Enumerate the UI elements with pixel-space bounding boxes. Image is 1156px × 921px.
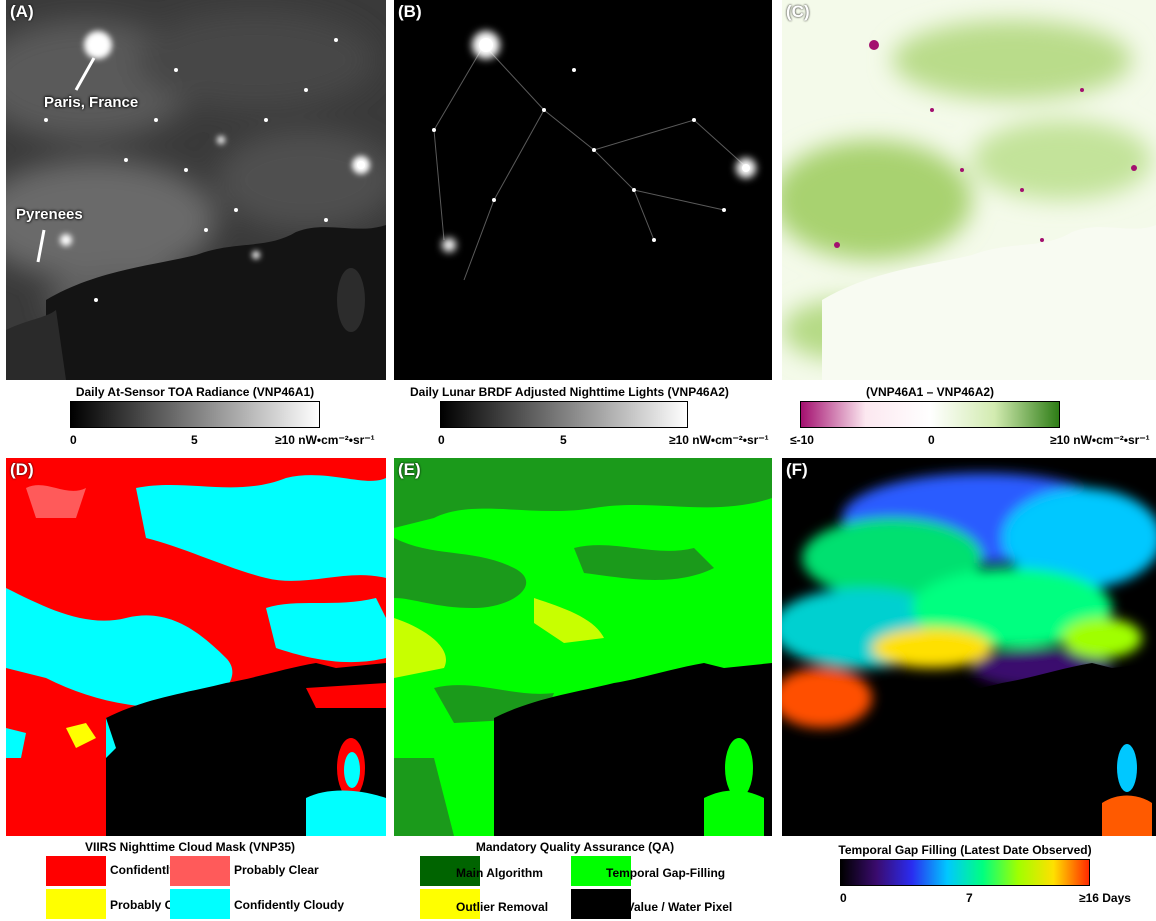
legend-d-swatch-2 xyxy=(46,889,106,919)
panel-f-label: (F) xyxy=(786,460,808,479)
colorbar-f xyxy=(840,859,1090,886)
panel-e-image xyxy=(394,458,772,836)
legend-e-swatch-1 xyxy=(571,856,631,886)
colorbar-b xyxy=(440,401,688,428)
panel-a-image xyxy=(6,0,386,380)
legend-e-swatch-2 xyxy=(420,889,480,919)
legend-d-label-1: Probably Clear xyxy=(234,863,319,877)
panel-a-label: (A) xyxy=(10,2,34,21)
panel-c-difference-map: (C) xyxy=(782,0,1156,380)
panel-f-image xyxy=(782,458,1156,836)
legend-e-title: Mandatory Quality Assurance (QA) xyxy=(475,840,675,854)
colorbar-f-max: ≥16 Days xyxy=(1079,891,1131,905)
panel-b-ntl-map: (B) xyxy=(394,0,772,380)
colorbar-c-min: ≤-10 xyxy=(790,433,814,447)
legend-e-label-2: Outlier Removal xyxy=(456,900,549,914)
legend-e-swatch-0 xyxy=(420,856,480,886)
colorbar-b-min: 0 xyxy=(438,433,445,447)
colorbar-c-title: (VNP46A1 – VNP46A2) xyxy=(865,385,995,399)
pyrenees-annotation: Pyrenees xyxy=(16,206,83,223)
legend-e-label-3: Fill Value / Water Pixel xyxy=(606,900,733,914)
colorbar-b-title: Daily Lunar BRDF Adjusted Nighttime Ligh… xyxy=(410,385,729,399)
colorbar-f-title: Temporal Gap Filling (Latest Date Observ… xyxy=(838,843,1092,857)
panel-f-gap-filling-map: (F) xyxy=(782,458,1156,836)
legend-e-swatch-3 xyxy=(571,889,631,919)
colorbar-a xyxy=(70,401,320,428)
legend-e-label-1: Temporal Gap-Filling xyxy=(606,866,726,880)
panel-d-cloud-mask-map: (D) xyxy=(6,458,386,836)
paris-annotation: Paris, France xyxy=(44,94,139,111)
colorbar-c-max: ≥10 nW•cm⁻²•sr⁻¹ xyxy=(1050,433,1150,447)
colorbar-a-mid: 5 xyxy=(191,433,198,447)
panel-d-label: (D) xyxy=(10,460,34,479)
panel-e-label: (E) xyxy=(398,460,421,479)
panel-b-image xyxy=(394,0,772,380)
colorbar-a-max: ≥10 nW•cm⁻²•sr⁻¹ xyxy=(275,433,375,447)
colorbar-b-max: ≥10 nW•cm⁻²•sr⁻¹ xyxy=(669,433,769,447)
colorbar-a-min: 0 xyxy=(70,433,77,447)
colorbar-f-mid: 7 xyxy=(966,891,973,905)
panel-c-image xyxy=(782,0,1156,380)
colorbar-a-title: Daily At-Sensor TOA Radiance (VNP46A1) xyxy=(75,385,315,399)
colorbar-b-mid: 5 xyxy=(560,433,567,447)
colorbar-f-min: 0 xyxy=(840,891,847,905)
legend-d-swatch-1 xyxy=(170,856,230,886)
legend-e-label-0: Main Algorithm xyxy=(456,866,543,880)
panel-a-radiance-map: (A) Paris, France Pyrenees xyxy=(6,0,386,380)
panel-d-image xyxy=(6,458,386,836)
legend-d-label-3: Confidently Cloudy xyxy=(234,898,344,912)
panel-b-label: (B) xyxy=(398,2,422,21)
legend-d-swatch-0 xyxy=(46,856,106,886)
panel-c-label: (C) xyxy=(786,2,810,21)
colorbar-c xyxy=(800,401,1060,428)
colorbar-c-mid: 0 xyxy=(928,433,935,447)
panel-e-qa-map: (E) xyxy=(394,458,772,836)
legend-d-title: VIIRS Nighttime Cloud Mask (VNP35) xyxy=(84,840,296,854)
legend-d-swatch-3 xyxy=(170,889,230,919)
